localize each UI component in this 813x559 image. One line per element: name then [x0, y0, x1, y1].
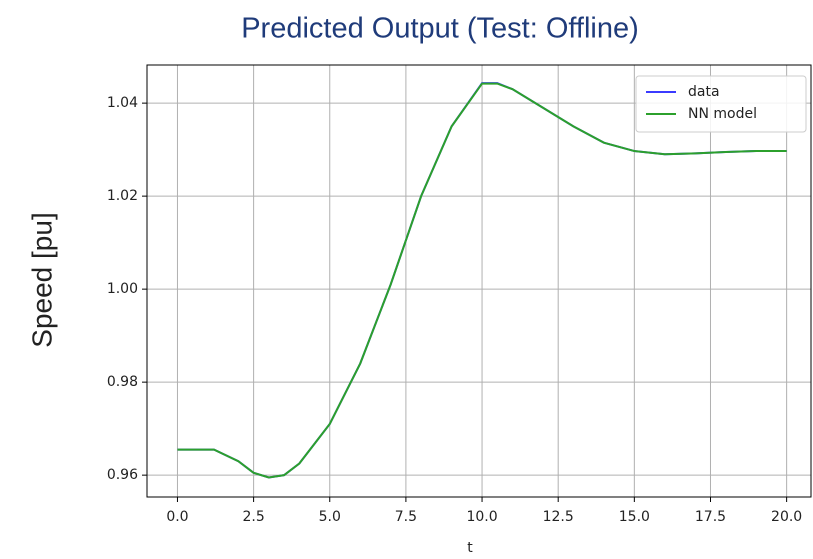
x-tick-label: 0.0 [166, 509, 188, 525]
x-tick-label: 17.5 [695, 509, 726, 525]
legend-label: NN model [688, 106, 757, 122]
x-tick-label: 15.0 [619, 509, 650, 525]
x-tick-label: 5.0 [319, 509, 341, 525]
chart-title: Predicted Output (Test: Offline) [241, 13, 639, 45]
x-tick-label: 7.5 [395, 509, 417, 525]
y-tick-label: 1.04 [107, 95, 138, 111]
x-tick-label: 20.0 [771, 509, 802, 525]
y-tick-label: 0.96 [107, 467, 138, 483]
y-axis-label: Speed [pu] [26, 212, 57, 347]
x-axis-label: t [467, 540, 473, 556]
x-tick-label: 10.0 [466, 509, 497, 525]
x-tick-label: 12.5 [543, 509, 574, 525]
x-tick-label: 2.5 [242, 509, 264, 525]
y-tick-label: 1.02 [107, 188, 138, 204]
y-tick-label: 0.98 [107, 374, 138, 390]
line-series [177, 82, 787, 479]
plot-frame [146, 64, 812, 498]
legend-box [635, 75, 807, 133]
y-tick-label: 1.00 [107, 281, 138, 297]
legend-label: data [688, 84, 720, 100]
